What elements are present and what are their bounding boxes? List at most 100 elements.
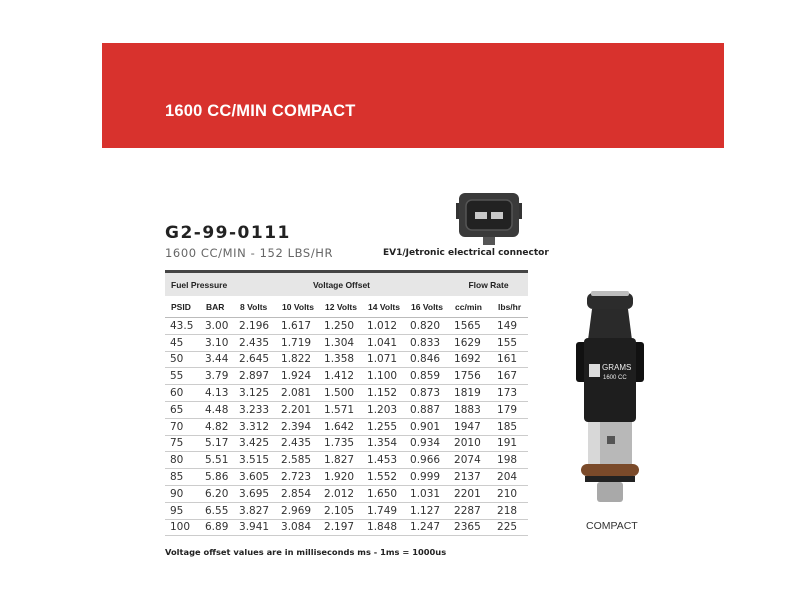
table-cell: 1.848	[362, 519, 406, 537]
table-cell: 6.55	[200, 502, 235, 520]
column-header: lbs/hr	[492, 296, 529, 318]
table-cell: 167	[492, 367, 529, 386]
footnote: Voltage offset values are in millisecond…	[165, 547, 447, 557]
table-cell: 80	[165, 451, 200, 470]
table-row: 45 3.10 2.435 1.719 1.304 1.041 0.833 1629 155	[165, 334, 529, 352]
table-cell: 3.125	[234, 384, 277, 402]
table-cell: 1.412	[319, 367, 363, 386]
table-cell: 6.20	[200, 485, 235, 503]
table-cell: 85	[165, 468, 200, 486]
table-cell: 0.934	[405, 435, 450, 453]
table-cell: 161	[492, 351, 529, 369]
table-row: 60 4.13 3.125 2.081 1.500 1.152 0.873 1819 173	[165, 384, 529, 402]
table-cell: 3.79	[200, 367, 235, 386]
table-cell: 1629	[449, 334, 493, 352]
table-cell: 3.00	[200, 317, 235, 335]
table-cell: 3.941	[234, 519, 277, 537]
table-cell: 95	[165, 502, 200, 520]
injector-brand: GRAMS	[602, 363, 631, 372]
table-cell: 55	[165, 367, 200, 386]
ev1-connector-icon	[456, 193, 522, 245]
table-cell: 1.500	[319, 384, 363, 402]
table-cell: 2.394	[276, 418, 320, 436]
table-cell: 0.859	[405, 367, 450, 386]
table-cell: 4.48	[200, 401, 235, 419]
table-cell: 2365	[449, 519, 493, 537]
table-cell: 2.435	[234, 334, 277, 352]
table-cell: 1756	[449, 367, 493, 386]
column-header: 16 Volts	[405, 296, 450, 318]
table-cell: 1.255	[362, 418, 406, 436]
table-cell: 2.201	[276, 401, 320, 419]
column-header: 8 Volts	[234, 296, 277, 318]
table-cell: 1.358	[319, 351, 363, 369]
table-cell: 1819	[449, 384, 493, 402]
table-cell: 3.515	[234, 451, 277, 470]
column-header: BAR	[200, 296, 235, 318]
table-cell: 0.873	[405, 384, 450, 402]
table-row: 95 6.55 3.827 2.969 2.105 1.749 1.127 2287 218	[165, 502, 529, 520]
table-cell: 1.071	[362, 351, 406, 369]
table-cell: 1.617	[276, 317, 320, 335]
connector-label: EV1/Jetronic electrical connector	[383, 248, 549, 258]
table-cell: 218	[492, 502, 529, 520]
table-cell: 43.5	[165, 317, 200, 335]
table-cell: 191	[492, 435, 529, 453]
table-cell: 1.127	[405, 502, 450, 520]
table-cell: 1947	[449, 418, 493, 436]
injector-label: COMPACT	[586, 520, 638, 532]
table-cell: 2287	[449, 502, 493, 520]
table-cell: 173	[492, 384, 529, 402]
table-cell: 1.100	[362, 367, 406, 386]
table-row: 90 6.20 3.695 2.854 2.012 1.650 1.031 2201 210	[165, 485, 529, 503]
table-cell: 60	[165, 384, 200, 402]
table-cell: 225	[492, 519, 529, 537]
table-cell: 0.999	[405, 468, 450, 486]
group-fuel-pressure: Fuel Pressure	[165, 270, 235, 296]
table-row: 43.5 3.00 2.196 1.617 1.250 1.012 0.820 1565 149	[165, 317, 529, 335]
table-cell: 1.822	[276, 351, 320, 369]
table-cell: 2.723	[276, 468, 320, 486]
table-cell: 3.084	[276, 519, 320, 537]
column-header: PSID	[165, 296, 200, 318]
table-cell: 90	[165, 485, 200, 503]
table-cell: 198	[492, 451, 529, 470]
table-cell: 179	[492, 401, 529, 419]
table-cell: 1.642	[319, 418, 363, 436]
table-cell: 204	[492, 468, 529, 486]
table-row: 80 5.51 3.515 2.585 1.827 1.453 0.966 2074 198	[165, 451, 529, 470]
table-cell: 1692	[449, 351, 493, 369]
table-cell: 4.82	[200, 418, 235, 436]
table-row: 50 3.44 2.645 1.822 1.358 1.071 0.846 1692 161	[165, 351, 529, 369]
table-cell: 155	[492, 334, 529, 352]
table-cell: 2.105	[319, 502, 363, 520]
column-header: 10 Volts	[276, 296, 320, 318]
table-cell: 5.51	[200, 451, 235, 470]
table-cell: 1.735	[319, 435, 363, 453]
table-row: 55 3.79 2.897 1.924 1.412 1.100 0.859 1756 167	[165, 367, 529, 386]
column-header: 14 Volts	[362, 296, 406, 318]
table-cell: 3.44	[200, 351, 235, 369]
table-cell: 1.031	[405, 485, 450, 503]
group-flow-rate: Flow Rate	[449, 270, 529, 296]
table-cell: 1.552	[362, 468, 406, 486]
group-voltage-offset: Voltage Offset	[234, 270, 450, 296]
table-cell: 0.820	[405, 317, 450, 335]
table-cell: 3.827	[234, 502, 277, 520]
table-cell: 5.86	[200, 468, 235, 486]
table-cell: 2074	[449, 451, 493, 470]
table-cell: 2.585	[276, 451, 320, 470]
table-cell: 1.920	[319, 468, 363, 486]
table-cell: 1883	[449, 401, 493, 419]
table-cell: 0.833	[405, 334, 450, 352]
table-cell: 45	[165, 334, 200, 352]
table-cell: 1.827	[319, 451, 363, 470]
table-cell: 3.233	[234, 401, 277, 419]
table-cell: 2.854	[276, 485, 320, 503]
table-cell: 3.695	[234, 485, 277, 503]
table-cell: 50	[165, 351, 200, 369]
table-row: 65 4.48 3.233 2.201 1.571 1.203 0.887 1883 179	[165, 401, 529, 419]
part-number: G2-99-0111	[165, 223, 291, 243]
table-cell: 3.425	[234, 435, 277, 453]
